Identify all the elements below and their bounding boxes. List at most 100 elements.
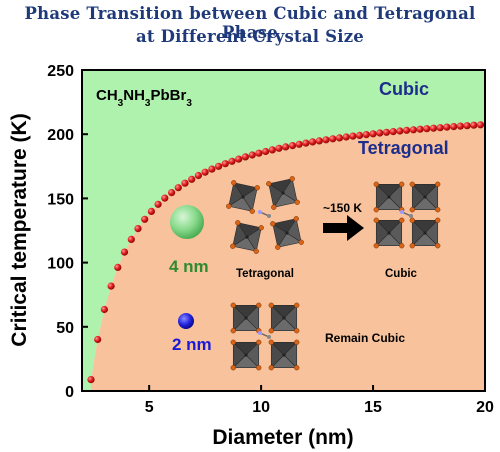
bromine-atom <box>226 203 232 209</box>
bromine-atom <box>399 217 405 223</box>
lead-atom <box>244 353 248 357</box>
cation-atom <box>267 335 271 339</box>
size-4nm-label: 4 nm <box>169 257 209 276</box>
octahedron-face <box>245 341 260 369</box>
plot-frame <box>81 69 486 392</box>
data-point <box>356 131 364 139</box>
data-point <box>268 146 276 154</box>
cubic-structure-illustration <box>373 181 441 249</box>
bromine-atom <box>230 339 236 345</box>
remain-cubic-structure-illustration <box>230 302 300 371</box>
data-point <box>369 130 377 138</box>
bromine-atom <box>230 328 236 334</box>
cation-atom <box>400 210 404 214</box>
transition-temperature-label: ~150 K <box>323 201 362 215</box>
cubic-region-label: Cubic <box>379 79 429 99</box>
data-point <box>194 171 202 180</box>
data-point <box>436 124 444 132</box>
bromine-atom <box>231 180 237 186</box>
lead-atom <box>244 316 248 320</box>
tetragonal-structure-illustration <box>226 176 304 254</box>
y-tick-label: 0 <box>65 384 74 401</box>
cation-atom <box>409 214 413 218</box>
lead-atom <box>281 191 285 195</box>
y-axis-label: Critical temperature (K) <box>8 113 31 346</box>
x-axis: 5 10 15 20 <box>145 385 494 416</box>
data-point <box>470 121 478 129</box>
bromine-atom <box>230 365 236 371</box>
bromine-atom <box>294 199 300 205</box>
bromine-atom <box>399 243 405 249</box>
bromine-atom <box>294 328 300 334</box>
data-point <box>161 194 169 202</box>
cation-atom <box>258 331 262 335</box>
data-point <box>87 376 95 384</box>
octahedron-face <box>424 219 439 247</box>
data-point <box>94 335 102 344</box>
lead-atom <box>245 235 249 239</box>
formula-label: CH3NH3PbBr3 <box>96 87 192 109</box>
tetragonal-structure-label: Tetragonal <box>236 268 294 280</box>
data-point <box>362 131 370 139</box>
data-point <box>100 305 108 314</box>
bromine-atom <box>254 185 260 191</box>
bromine-atom <box>293 216 299 222</box>
x-tick-label: 20 <box>476 399 494 416</box>
octahedron-face <box>388 219 403 247</box>
data-point <box>476 121 485 129</box>
data-point <box>309 138 317 146</box>
data-point <box>423 125 431 133</box>
data-point <box>315 137 323 145</box>
data-point <box>141 215 149 223</box>
x-tick-label: 15 <box>364 399 382 416</box>
size-2nm-label: 2 nm <box>172 335 212 354</box>
data-point <box>154 200 162 208</box>
data-point <box>255 149 263 157</box>
data-point <box>114 263 122 271</box>
data-point <box>174 184 182 192</box>
bromine-atom <box>275 244 281 250</box>
data-point <box>342 133 350 141</box>
x-tick-label: 5 <box>145 399 154 416</box>
bromine-atom <box>294 302 300 308</box>
data-point <box>389 128 397 136</box>
bromine-atom <box>373 243 379 249</box>
x-tick-label: 10 <box>252 399 270 416</box>
bromine-atom <box>230 302 236 308</box>
data-point <box>416 125 424 133</box>
data-point <box>228 157 236 165</box>
bromine-atom <box>230 243 236 249</box>
data-point <box>275 144 283 152</box>
bromine-atom <box>268 302 274 308</box>
bromine-atom <box>258 225 264 231</box>
lead-atom <box>423 195 427 199</box>
octahedron-face <box>282 177 298 203</box>
bromine-atom <box>435 181 441 187</box>
octahedron-face <box>388 183 403 211</box>
y-axis: 0 50 100 150 200 250 <box>47 63 88 401</box>
bromine-atom <box>256 365 262 371</box>
cation-atom <box>258 210 262 214</box>
data-point <box>188 175 196 183</box>
bromine-atom <box>409 217 415 223</box>
bromine-atom <box>268 339 274 345</box>
octahedron-face <box>424 183 439 211</box>
bromine-atom <box>409 181 415 187</box>
data-point <box>288 142 297 150</box>
data-point <box>127 235 135 243</box>
bromine-atom <box>249 208 255 214</box>
data-point <box>147 207 155 215</box>
data-point <box>235 155 243 163</box>
bromine-atom <box>294 365 300 371</box>
bromine-atom <box>435 207 441 213</box>
remain-cubic-label: Remain Cubic <box>325 331 405 345</box>
chart-title-line-2: at Different Crystal Size <box>136 27 364 46</box>
data-point <box>403 126 411 134</box>
bromine-atom <box>270 221 276 227</box>
lead-atom <box>241 195 245 199</box>
bromine-atom <box>409 243 415 249</box>
data-point <box>349 132 357 140</box>
data-point <box>120 248 129 256</box>
x-axis-label: Diameter (nm) <box>212 426 353 449</box>
